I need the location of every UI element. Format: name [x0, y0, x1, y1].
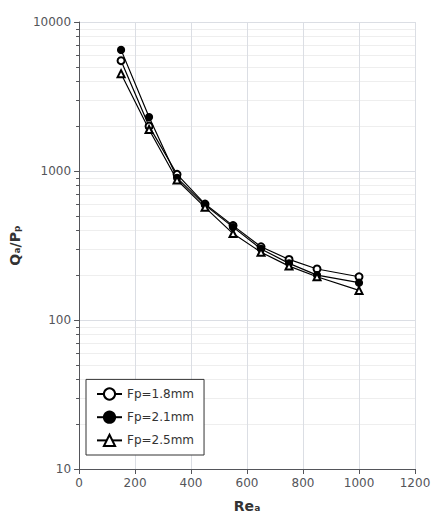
svg-text:Qₐ/Pₚ: Qₐ/Pₚ	[7, 225, 23, 265]
svg-text:Fp=2.5mm: Fp=2.5mm	[127, 433, 194, 447]
svg-text:Fp=2.1mm: Fp=2.1mm	[127, 410, 194, 424]
svg-text:200: 200	[124, 476, 147, 490]
svg-text:Reₐ: Reₐ	[234, 498, 261, 514]
svg-text:1000: 1000	[344, 476, 375, 490]
svg-text:1200: 1200	[400, 476, 431, 490]
svg-text:10: 10	[56, 462, 71, 476]
svg-text:400: 400	[180, 476, 203, 490]
svg-text:Fp=1.8mm: Fp=1.8mm	[127, 387, 194, 401]
svg-text:100: 100	[48, 313, 71, 327]
svg-text:600: 600	[236, 476, 259, 490]
svg-text:0: 0	[75, 476, 83, 490]
svg-text:1000: 1000	[41, 164, 72, 178]
svg-text:10000: 10000	[33, 15, 71, 29]
svg-text:800: 800	[292, 476, 315, 490]
